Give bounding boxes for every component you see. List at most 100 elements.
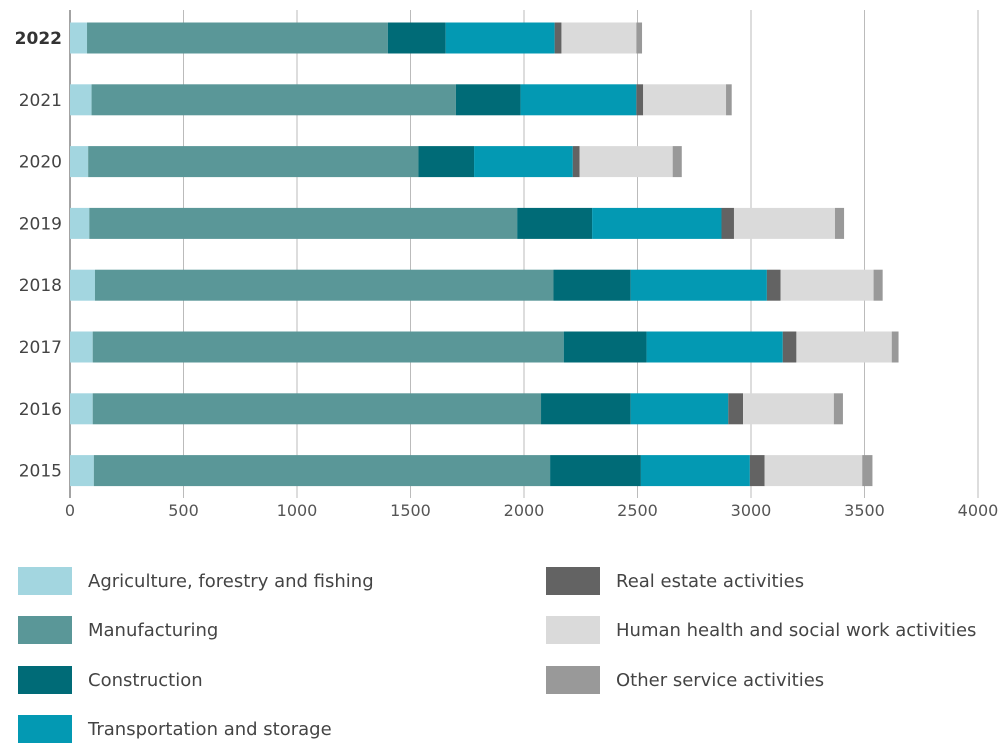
legend: Agriculture, forestry and fishing Manufac… — [0, 560, 1008, 743]
bar-segment — [891, 331, 899, 363]
legend-label: Other service activities — [616, 669, 825, 691]
bar-segment — [70, 207, 90, 239]
bar-segment — [70, 393, 93, 425]
category-label: 2015 — [19, 462, 62, 482]
bar-segment — [728, 393, 744, 425]
bar-segment — [70, 331, 93, 363]
category-label: 2021 — [19, 91, 62, 111]
x-tick-label: 0 — [65, 501, 75, 520]
x-axis-tick-labels: 0 500 1000 1500 2000 2500 3000 3500 4000 — [65, 501, 998, 520]
bar-segment — [672, 146, 682, 178]
bar-segment — [640, 455, 750, 487]
bar-segment — [636, 84, 644, 116]
bar-segment — [87, 22, 388, 54]
bars — [70, 22, 899, 487]
bar-segment — [579, 146, 673, 178]
bar-segment — [834, 207, 845, 239]
bar-segment — [833, 393, 843, 425]
bar-segment — [630, 269, 767, 301]
bar-segment — [561, 22, 637, 54]
x-tick-label: 3500 — [844, 501, 885, 520]
x-tick-label: 3000 — [731, 501, 772, 520]
bar-segment — [553, 269, 631, 301]
legend-item: Human health and social work activities — [546, 615, 976, 645]
bar-segment — [873, 269, 883, 301]
category-label: 2019 — [19, 214, 62, 234]
x-tick-label: 2000 — [504, 501, 545, 520]
bar-segment — [541, 393, 631, 425]
legend-swatch — [18, 666, 72, 694]
category-label: 2017 — [19, 338, 62, 358]
bar-segment — [92, 331, 564, 363]
bar-segment — [474, 146, 573, 178]
bar-segment — [726, 84, 732, 116]
legend-swatch — [546, 666, 600, 694]
legend-item: Agriculture, forestry and fishing — [18, 566, 374, 596]
bar-segment — [70, 455, 94, 487]
bar-segment — [592, 207, 722, 239]
bar-segment — [862, 455, 873, 487]
bar-segment — [646, 331, 783, 363]
bar-segment — [93, 455, 551, 487]
bar-segment — [796, 331, 892, 363]
bar-segment — [70, 269, 95, 301]
bar-segment — [721, 207, 734, 239]
legend-swatch — [18, 715, 72, 743]
legend-label: Transportation and storage — [88, 718, 332, 740]
stacked-bar-chart: 2022 2021 2020 2019 2018 2017 2016 2015 0 500 100… — [15, 10, 998, 520]
legend-label: Human health and social work activities — [616, 619, 977, 641]
bar-segment — [94, 269, 554, 301]
bar-segment — [445, 22, 555, 54]
legend-label: Agriculture, forestry and fishing — [88, 570, 374, 592]
category-label: 2018 — [19, 276, 62, 296]
category-label: 2022 — [15, 29, 62, 49]
x-tick-label: 1500 — [390, 501, 431, 520]
bar-segment — [70, 22, 88, 54]
legend-item: Construction — [18, 665, 203, 695]
category-label: 2016 — [19, 400, 62, 420]
legend-swatch — [18, 567, 72, 595]
bar-segment — [70, 146, 89, 178]
category-label: 2020 — [19, 153, 62, 173]
bar-segment — [572, 146, 580, 178]
x-tick-label: 4000 — [958, 501, 999, 520]
bar-segment — [520, 84, 637, 116]
bar-segment — [630, 393, 729, 425]
bar-segment — [550, 455, 641, 487]
bar-segment — [764, 455, 863, 487]
legend-swatch — [546, 616, 600, 644]
bar-segment — [517, 207, 593, 239]
x-tick-label: 500 — [168, 501, 199, 520]
bar-segment — [88, 146, 419, 178]
legend-item: Other service activities — [546, 665, 824, 695]
legend-item: Transportation and storage — [18, 714, 332, 744]
legend-swatch — [18, 616, 72, 644]
bar-segment — [387, 22, 446, 54]
bar-segment — [743, 393, 834, 425]
legend-swatch — [546, 567, 600, 595]
bar-segment — [92, 393, 542, 425]
category-labels: 2022 2021 2020 2019 2018 2017 2016 2015 — [15, 29, 62, 482]
bar-segment — [89, 207, 518, 239]
x-tick-label: 2500 — [617, 501, 658, 520]
bar-segment — [782, 331, 797, 363]
legend-item: Real estate activities — [546, 566, 804, 596]
legend-label: Construction — [88, 669, 203, 691]
bar-segment — [455, 84, 521, 116]
legend-label: Real estate activities — [616, 570, 805, 592]
bar-segment — [780, 269, 874, 301]
bar-segment — [733, 207, 835, 239]
gridlines — [69, 10, 979, 498]
bar-segment — [70, 84, 92, 116]
bar-segment — [749, 455, 765, 487]
bar-segment — [554, 22, 562, 54]
bar-segment — [418, 146, 475, 178]
x-tick-label: 1000 — [277, 501, 318, 520]
legend-item: Manufacturing — [18, 615, 218, 645]
bar-segment — [643, 84, 727, 116]
bar-segment — [91, 84, 456, 116]
bar-segment — [636, 22, 643, 54]
bar-segment — [563, 331, 647, 363]
legend-label: Manufacturing — [88, 619, 219, 641]
bar-segment — [766, 269, 781, 301]
